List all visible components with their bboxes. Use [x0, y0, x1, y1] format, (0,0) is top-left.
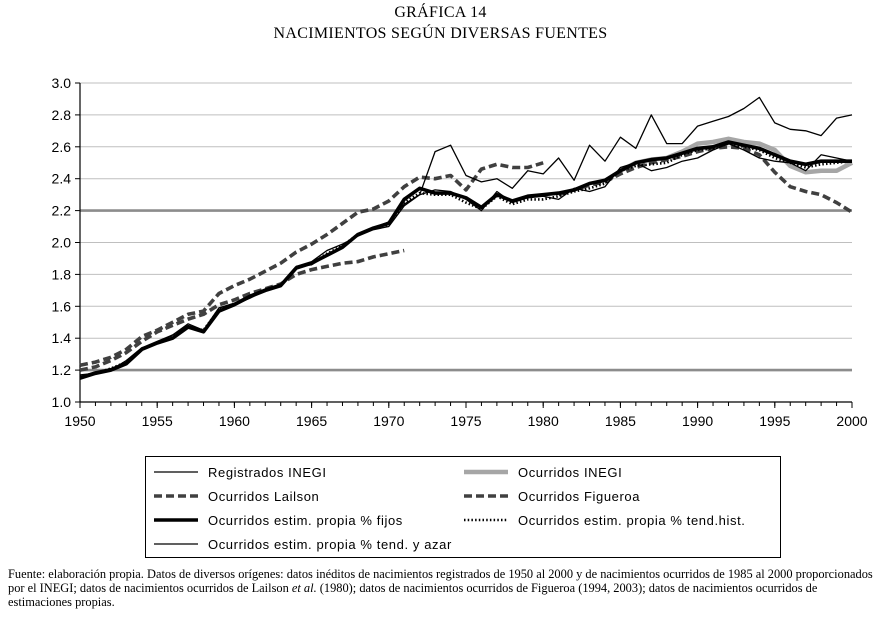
- legend-label: Ocurridos Lailson: [208, 489, 319, 504]
- x-tick-label: 1960: [219, 413, 250, 429]
- legend-label: Ocurridos INEGI: [518, 465, 622, 480]
- x-tick-labels: 1950 1955 1960 1965 1970 1975 1980 1985 1990 1995…: [64, 413, 867, 429]
- y-tick-label: 1.8: [52, 266, 72, 282]
- legend: Registrados INEGI Ocurridos INEGI Ocurrido…: [145, 456, 781, 558]
- legend-label: Registrados INEGI: [208, 465, 327, 480]
- y-tick-label: 1.2: [52, 362, 72, 378]
- x-tick-label: 1955: [142, 413, 173, 429]
- x-tick-label: 1990: [682, 413, 713, 429]
- y-tick-label: 1.0: [52, 394, 72, 410]
- y-tick-label: 3.0: [52, 75, 72, 91]
- y-tick-labels: 1.0 1.2 1.4 1.6 1.8 2.0 2.2 2.4 2.6 2.8 3.0: [52, 75, 72, 410]
- x-tick-label: 1995: [759, 413, 790, 429]
- footnote-etal: et al.: [291, 581, 317, 595]
- x-tick-label: 1950: [64, 413, 95, 429]
- y-tick-label: 2.8: [52, 107, 72, 123]
- footnote-text-1: Fuente: elaboración propia. Datos de div…: [8, 567, 873, 595]
- series-lines: [79, 96, 854, 380]
- chart-title: GRÁFICA 14: [394, 4, 487, 21]
- y-tick-label: 2.0: [52, 235, 72, 251]
- x-tick-label: 1975: [450, 413, 481, 429]
- line-chart: 1.01.21.41.61.82.02.22.42.62.83.0 1950 19…: [52, 75, 868, 429]
- legend-label: Ocurridos estim. propia % tend.hist.: [518, 513, 746, 528]
- y-tick-label: 1.6: [52, 298, 72, 314]
- footnote-text-2: (1980); datos de nacimientos ocurridos d…: [8, 581, 818, 609]
- x-tick-label: 2000: [836, 413, 867, 429]
- y-tick-label: 2.4: [52, 171, 72, 187]
- chart-subtitle: NACIMIENTOS SEGÚN DIVERSAS FUENTES: [273, 25, 608, 42]
- legend-label: Ocurridos estim. propia % tend. y azar: [208, 537, 452, 552]
- axes: [75, 82, 853, 408]
- source-footnote: Fuente: elaboración propia. Datos de div…: [8, 567, 876, 609]
- y-tick-label: 1.4: [52, 330, 72, 346]
- x-tick-label: 1965: [296, 413, 327, 429]
- x-tick-label: 1980: [528, 413, 559, 429]
- y-tick-label: 2.2: [52, 203, 72, 219]
- x-tick-label: 1970: [373, 413, 404, 429]
- series-line-5: [79, 140, 852, 380]
- legend-label: Ocurridos estim. propia % fijos: [208, 513, 403, 528]
- series-line-4: [79, 145, 853, 372]
- y-tick-label: 2.6: [52, 139, 72, 155]
- series-line-1: [79, 96, 853, 376]
- legend-label: Ocurridos Figueroa: [518, 489, 640, 504]
- x-tick-label: 1985: [605, 413, 636, 429]
